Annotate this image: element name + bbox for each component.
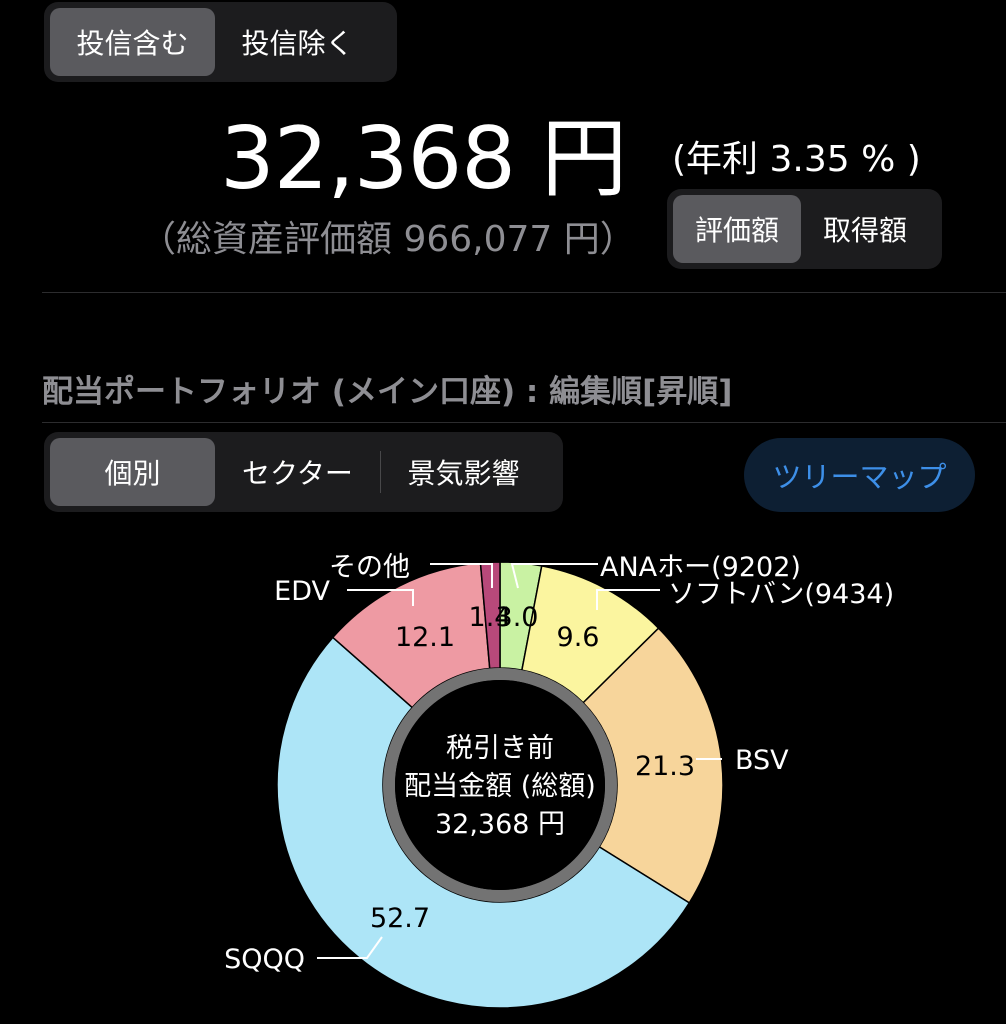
economy-view-button[interactable]: 景気影響 [407,457,520,490]
total-assets: （総資産評価額 966,077 円） [140,219,636,260]
center-label-1: 配当金額 (総額) [404,771,596,802]
annual-yield: (年利 3.35 % ) [672,139,921,180]
value-label-3: 52.7 [370,903,430,934]
fund-toggle: 投信含む 投信除く [44,2,397,82]
section-title: 配当ポートフォリオ (メイン口座) : 編集順[昇順] [42,374,733,410]
segment-divider [380,451,381,493]
include-funds-button[interactable]: 投信含む [50,8,215,76]
dividend-amount: 32,368 円 [220,109,627,209]
leader-line-5 [430,563,493,588]
center-label-0: 税引き前 [446,733,554,764]
name-label-4: EDV [274,576,330,607]
name-label-2: BSV [735,745,789,776]
slice-3[interactable] [276,636,691,1009]
name-label-5: その他 [329,552,410,583]
value-label-4: 12.1 [395,622,455,653]
name-label-1: ソフトバン(9434) [668,579,894,610]
individual-view-button[interactable]: 個別 [50,438,215,506]
donut-hole [395,680,605,890]
value-label-5: 1.4 [469,602,512,633]
slice-2[interactable] [582,627,724,904]
leader-line-0 [510,563,598,589]
name-label-0: ANAホー(9202) [600,552,801,583]
acquisition-button[interactable]: 取得額 [822,214,907,247]
sector-view-button[interactable]: セクター [242,457,353,490]
name-label-3: SQQQ [224,944,305,975]
center-label-2: 32,368 円 [435,809,565,840]
view-toggle: 個別 セクター 景気影響 [44,432,563,512]
value-label-1: 9.6 [557,622,600,653]
treemap-button[interactable]: ツリーマップ [744,438,975,512]
leader-line-4 [347,589,414,606]
divider [42,422,1006,423]
leader-line-1 [596,589,660,610]
exclude-funds-button[interactable]: 投信除く [241,27,354,60]
leader-line-3 [317,936,383,959]
value-label-0: 3.0 [496,602,539,633]
slice-5[interactable] [479,561,501,670]
valuation-button[interactable]: 評価額 [673,195,801,263]
value-label-2: 21.3 [635,751,695,782]
value-basis-toggle: 評価額 取得額 [667,189,942,269]
donut-inner-ring [383,668,617,902]
divider [42,292,1006,293]
